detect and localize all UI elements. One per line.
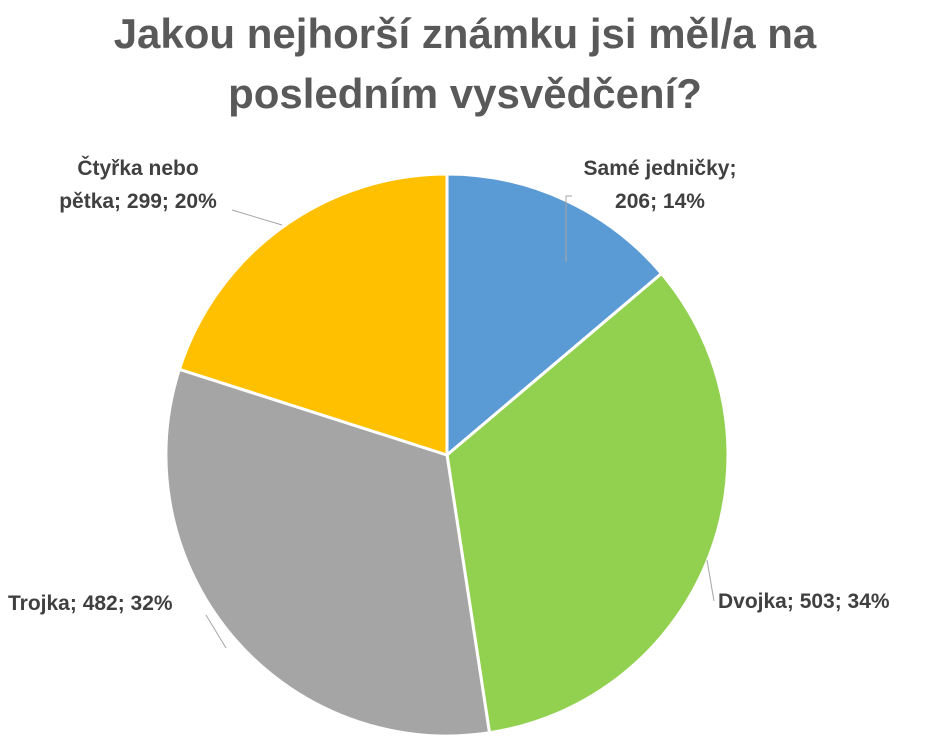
data-label-3-line-0: Čtyřka nebo — [77, 156, 198, 180]
data-label-2: Trojka; 482; 32% — [8, 592, 173, 615]
data-label-0-line-0: Samé jedničky; — [584, 157, 737, 180]
data-label-3-line-1: pětka; 299; 20% — [59, 190, 217, 213]
leader-line-2 — [205, 614, 227, 649]
data-label-0-line-1: 206; 14% — [615, 190, 705, 213]
data-label-1-line-0: Dvojka; 503; 34% — [718, 590, 890, 613]
data-label-1: Dvojka; 503; 34% — [718, 590, 890, 613]
leader-line-0 — [565, 195, 572, 262]
data-label-3: Čtyřka nebo pětka; 299; 20% — [59, 156, 217, 213]
leader-lines — [205, 195, 715, 649]
pie-slice-3 — [177, 172, 449, 458]
pie-slice-2 — [164, 367, 492, 738]
chart-title-line-2: posledním vysvědčení? — [228, 70, 702, 117]
chart-title: Jakou nejhorší známku jsi měl/a na posle… — [0, 4, 930, 124]
chart-title-line-1: Jakou nejhorší známku jsi měl/a na — [113, 10, 817, 57]
pie-slices — [164, 172, 730, 738]
data-label-2-line-0: Trojka; 482; 32% — [8, 592, 173, 615]
pie-slice-0 — [445, 172, 664, 459]
data-label-0: Samé jedničky; 206; 14% — [584, 157, 737, 213]
pie-slice-1 — [445, 271, 730, 735]
leader-line-1 — [706, 559, 715, 602]
leader-line-3 — [231, 209, 283, 226]
data-labels: Samé jedničky; 206; 14% Dvojka; 503; 34% Tr… — [8, 156, 890, 615]
